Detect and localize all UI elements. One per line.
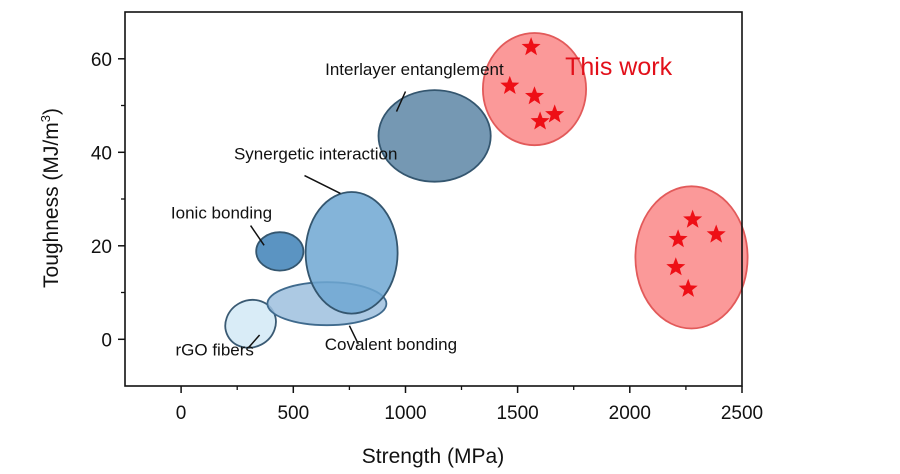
star-marker-1 (521, 37, 541, 56)
y-axis-title-close: ) (40, 108, 63, 115)
x-axis-title: Strength (MPa) (362, 445, 504, 468)
region-synergetic-interaction-3 (304, 191, 399, 315)
region-ionic-bonding-2 (255, 231, 305, 272)
label-synergetic-interaction: Synergetic interaction (234, 144, 397, 163)
star-marker-10 (678, 278, 698, 297)
x-tick-label: 1000 (384, 403, 426, 424)
leader-line-covalent-bonding (348, 325, 359, 345)
x-tick-label: 1500 (496, 403, 538, 424)
leaders-layer (247, 91, 407, 349)
label-interlayer-entanglement: Interlayer entanglement (325, 60, 504, 79)
x-tick-label: 0 (176, 403, 187, 424)
star-marker-2 (500, 75, 520, 94)
y-tick-label: 40 (91, 143, 112, 164)
markers-layer (500, 37, 726, 297)
star-marker-8 (668, 229, 688, 248)
ticks-layer: 0 500 1000 1500 2000 2500 0 20 40 60 (91, 50, 763, 424)
label-covalent-bonding: Covalent bonding (325, 335, 457, 354)
x-tick-label: 2000 (609, 403, 651, 424)
y-tick-label: 20 (91, 237, 112, 258)
star-marker-7 (706, 224, 726, 243)
star-marker-6 (683, 209, 703, 228)
leader-line-ionic-bonding (249, 225, 265, 246)
x-tick-label: 2500 (721, 403, 763, 424)
leader-line-synergetic-interaction (304, 174, 341, 195)
y-tick-label: 0 (101, 330, 112, 351)
y-axis-title-sup: 3 (38, 115, 53, 122)
star-marker-5 (530, 111, 550, 130)
region-this-work-6 (634, 185, 749, 330)
x-tick-label: 500 (277, 403, 309, 424)
star-marker-3 (525, 86, 544, 105)
star-marker-9 (666, 257, 686, 276)
leader-line-interlayer-entanglement (395, 91, 407, 112)
y-tick-label: 60 (91, 50, 112, 71)
star-marker-4 (545, 104, 565, 123)
label-this-work: This work (565, 53, 672, 81)
label-ionic-bonding: Ionic bonding (171, 204, 272, 223)
y-axis-title-main: Toughness (MJ/m (40, 122, 63, 288)
y-axis-title: Toughness (MJ/m3) (38, 108, 63, 288)
label-rgo-fibers: rGO fibers (175, 341, 253, 360)
region-interlayer-entanglement-4 (377, 89, 492, 183)
labels-layer: Interlayer entanglement Synergetic intera… (171, 53, 673, 360)
leader-line-rgo-fibers (247, 334, 261, 349)
